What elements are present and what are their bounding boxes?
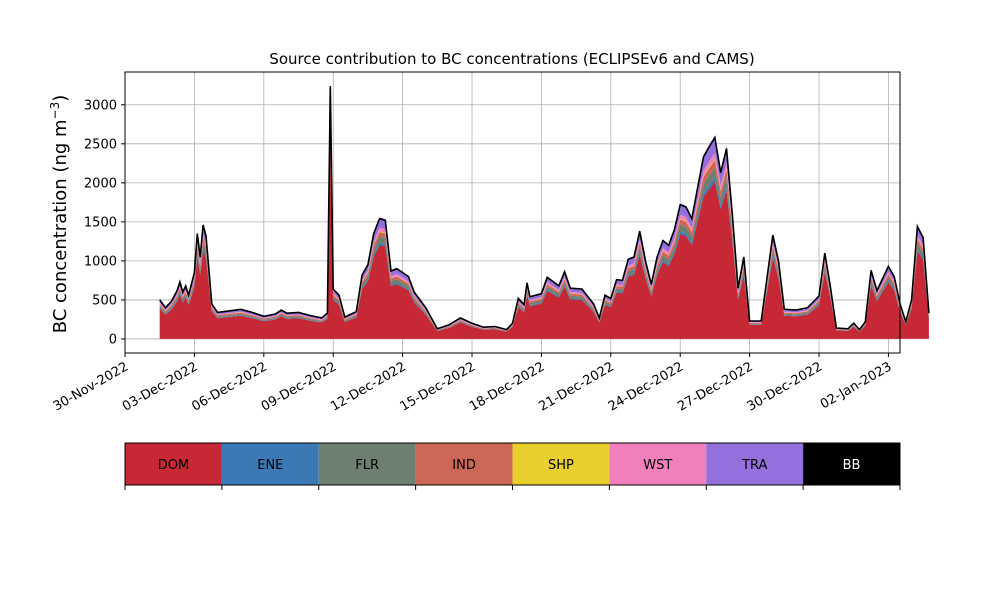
x-tick-label: 02-Jan-2023 [818, 359, 895, 412]
x-tick-label: 18-Dec-2022 [467, 359, 547, 414]
y-axis-label-close: ) [50, 95, 71, 102]
legend-frame [124, 442, 901, 486]
x-tick-label: 09-Dec-2022 [259, 359, 339, 414]
colorbar-legend: DOM ENE FLR IND SHP WST TRA BB [124, 442, 901, 490]
stacked-area-series [159, 83, 930, 339]
y-axis-label-exponent: −3 [48, 102, 62, 120]
legend-swatch-wst [609, 443, 707, 485]
legend-label-bb: BB [843, 458, 861, 473]
area-flr [159, 124, 929, 332]
x-tick-label: 21-Dec-2022 [536, 359, 616, 414]
x-tick-label: 03-Dec-2022 [120, 359, 200, 414]
x-tick-label: 06-Dec-2022 [189, 359, 269, 414]
y-tick-label: 500 [92, 293, 117, 308]
legend-swatch-bb [803, 443, 900, 485]
legend-label-shp: SHP [548, 458, 574, 473]
legend-label-dom: DOM [158, 458, 189, 473]
legend-swatch-flr [318, 443, 416, 485]
y-tick-label: 2500 [84, 137, 117, 152]
x-tick-label: 12-Dec-2022 [328, 359, 408, 414]
y-axis-label: BC concentration (ng m−3) [48, 95, 71, 334]
legend-label-tra: TRA [741, 458, 767, 473]
legend-swatch-shp [512, 443, 610, 485]
x-tick-label: 30-Nov-2022 [51, 359, 131, 414]
area-dom [159, 141, 929, 339]
legend-swatch-ene [221, 443, 319, 485]
legend-label-flr: FLR [355, 458, 379, 473]
chart-title: Source contribution to BC concentrations… [269, 50, 754, 68]
y-tick-label: 1000 [84, 254, 117, 269]
legend-swatch-dom [125, 443, 222, 485]
y-tick-label: 2000 [84, 176, 117, 191]
y-tick-label: 0 [109, 332, 117, 347]
legend-label-wst: WST [643, 458, 672, 473]
plot-frame [124, 71, 901, 354]
legend-swatch-ind [415, 443, 513, 485]
y-tick-label: 1500 [84, 215, 117, 230]
legend-label-ene: ENE [257, 458, 283, 473]
x-tick-label: 27-Dec-2022 [675, 359, 755, 414]
y-axis-label-text: BC concentration (ng m [50, 119, 71, 333]
y-tick-label: 3000 [84, 98, 117, 113]
legend-swatch-tra [706, 443, 804, 485]
x-tick-label: 30-Dec-2022 [745, 359, 825, 414]
line-bb-total [159, 86, 930, 331]
x-tick-label: 24-Dec-2022 [606, 359, 686, 414]
legend-label-ind: IND [452, 458, 476, 473]
x-tick-label: 15-Dec-2022 [398, 359, 478, 414]
